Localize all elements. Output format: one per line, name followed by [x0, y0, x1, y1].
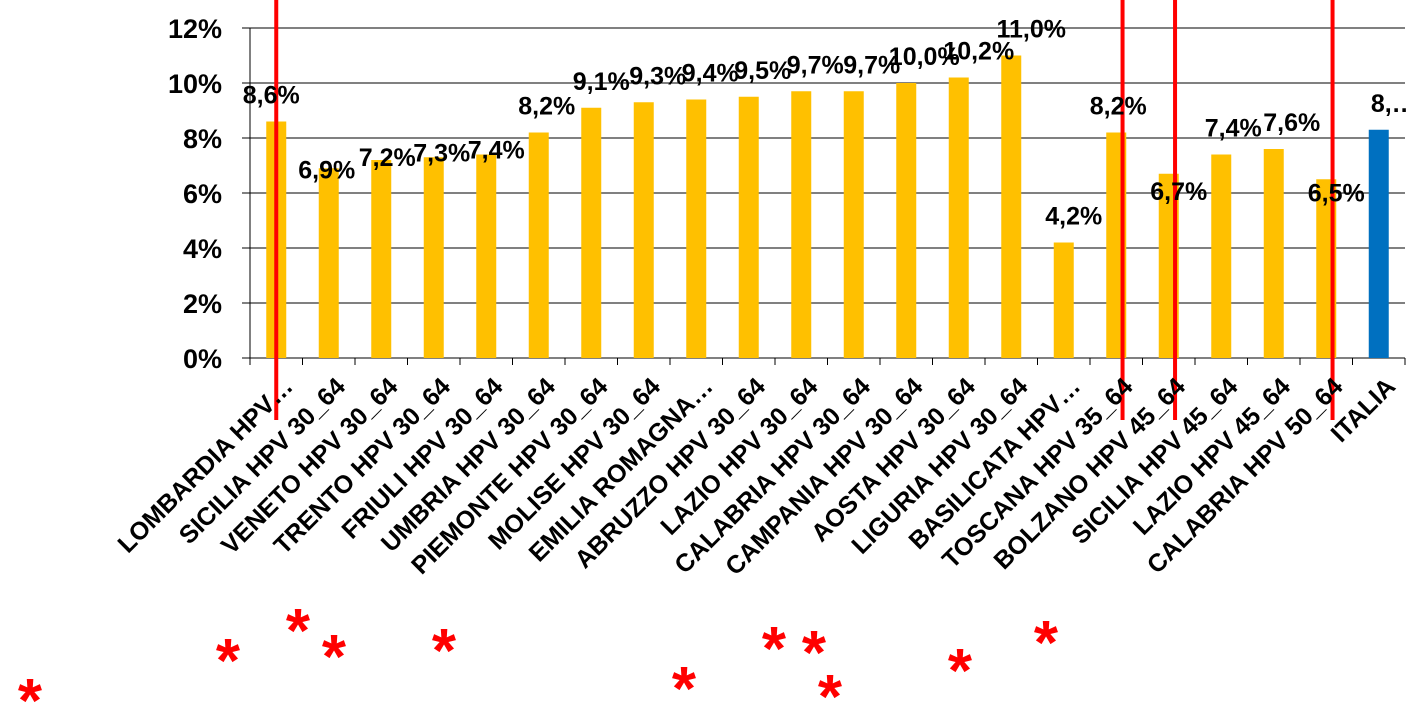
data-label: 9,1% — [573, 68, 630, 96]
data-label: 10,2% — [943, 38, 1014, 66]
data-label: 9,7% — [787, 51, 844, 79]
asterisk-marker: * — [948, 637, 973, 706]
data-label: 6,5% — [1308, 179, 1365, 207]
bar-6 — [581, 107, 602, 358]
asterisk-marker: * — [432, 617, 457, 686]
bar-1 — [318, 168, 339, 358]
data-label: 6,7% — [1150, 178, 1207, 206]
bar-18 — [1211, 154, 1232, 358]
bar-21 — [1368, 129, 1389, 358]
data-label: 8,2% — [1090, 93, 1147, 121]
asterisk-marker: * — [1034, 609, 1059, 678]
bar-15 — [1053, 242, 1074, 358]
y-tick-label: 10% — [168, 69, 222, 99]
y-tick-label: 6% — [183, 179, 222, 209]
bar-13 — [948, 77, 969, 358]
y-tick-label: 8% — [183, 124, 222, 154]
y-tick-label: 0% — [183, 344, 222, 374]
data-label: 6,9% — [298, 156, 355, 184]
data-label: 8,… — [1371, 90, 1408, 118]
bars — [266, 55, 1389, 358]
bar-19 — [1263, 149, 1284, 358]
bar-11 — [843, 91, 864, 358]
bar-12 — [896, 83, 917, 358]
data-label: 11,0% — [996, 16, 1066, 44]
data-label: 8,2% — [518, 93, 575, 121]
bar-8 — [686, 99, 707, 358]
data-label: 7,4% — [468, 137, 525, 165]
data-label: 10,0% — [889, 43, 960, 71]
asterisk-markers: ** * * *** ** * * — [18, 597, 1059, 720]
red-marker-lines — [274, 0, 1335, 420]
asterisk-marker: * — [672, 655, 697, 720]
data-labels: 8,6%6,9% 7,2%7,3%7,4%8,2%9,1% 9,3%9,4%9,5%… — [243, 16, 1408, 231]
bar-7 — [633, 102, 654, 358]
bar-2 — [371, 160, 392, 358]
bar-3 — [423, 157, 444, 358]
asterisk-marker: * — [818, 663, 843, 720]
y-tick-labels: 0% 2% 4% 6% 8% 10% 12% — [168, 14, 222, 374]
asterisk-marker: * — [762, 615, 787, 684]
data-label: 9,3% — [629, 62, 686, 90]
asterisk-marker: * — [802, 619, 827, 688]
data-label: 7,2% — [359, 144, 416, 172]
data-label: 9,5% — [734, 57, 791, 85]
y-tick-label: 2% — [183, 289, 222, 319]
bar-9 — [738, 96, 759, 358]
bar-4 — [476, 154, 497, 358]
data-label: 7,6% — [1263, 109, 1320, 137]
data-label: 9,7% — [843, 51, 900, 79]
bar-5 — [528, 132, 549, 358]
data-label: 8,6% — [243, 82, 300, 110]
y-tick-label: 4% — [183, 234, 222, 264]
bar-10 — [791, 91, 812, 358]
data-label: 4,2% — [1045, 203, 1102, 231]
bar-14 — [1001, 55, 1022, 358]
asterisk-marker: * — [18, 667, 43, 720]
asterisk-marker: * — [286, 597, 311, 666]
data-label: 7,4% — [1205, 115, 1262, 143]
y-tick-label: 12% — [168, 14, 222, 44]
data-label: 7,3% — [413, 139, 470, 167]
asterisk-marker: * — [216, 627, 241, 696]
data-label: 9,4% — [682, 60, 739, 88]
asterisk-marker: * — [322, 623, 347, 692]
